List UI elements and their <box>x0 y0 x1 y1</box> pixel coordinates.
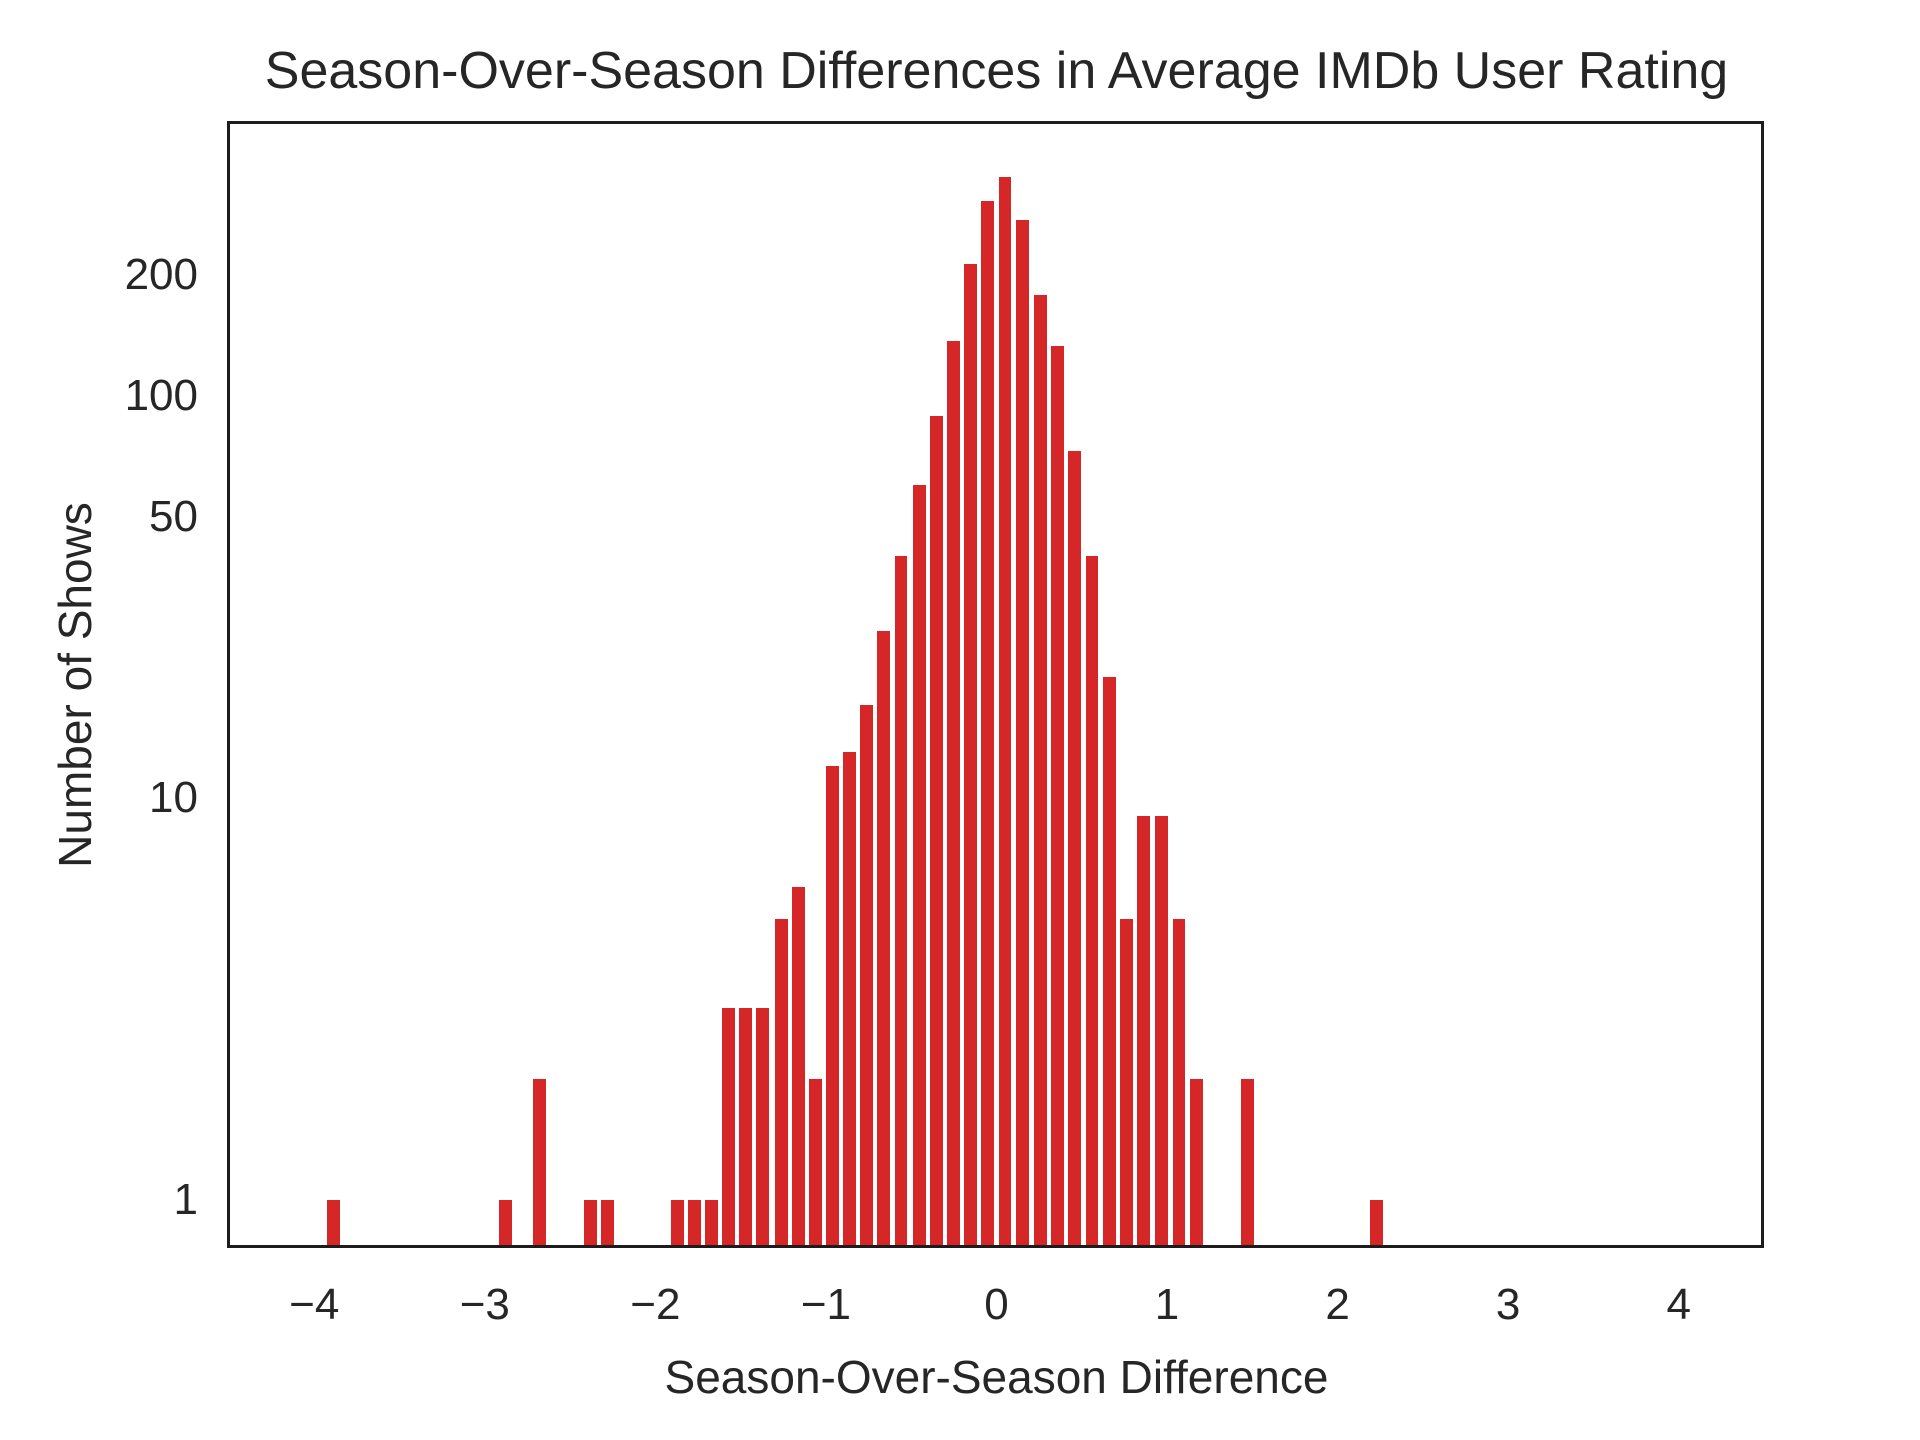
histogram-bar <box>756 1008 770 1245</box>
plot-area <box>227 121 1764 1248</box>
histogram-bar <box>1189 1079 1203 1245</box>
histogram-bar <box>688 1200 702 1245</box>
x-tick-label: −3 <box>459 1280 510 1329</box>
histogram-bar <box>981 201 995 1245</box>
histogram-bar <box>1136 816 1150 1245</box>
histogram-bar <box>1102 677 1116 1245</box>
x-tick-label: 4 <box>1666 1280 1691 1329</box>
histogram-bar <box>998 177 1012 1245</box>
histogram-bar <box>1172 919 1186 1245</box>
x-tick-label: 1 <box>1154 1280 1180 1329</box>
y-tick-label: 1 <box>173 1175 198 1225</box>
x-tick-label: −1 <box>800 1280 852 1329</box>
y-tick-label: 100 <box>124 371 198 421</box>
histogram-bar <box>498 1200 512 1245</box>
histogram-bar <box>1155 816 1169 1245</box>
histogram-bar <box>1015 219 1029 1245</box>
histogram-bar <box>826 766 840 1245</box>
histogram-bar <box>671 1200 685 1245</box>
chart-title: Season-Over-Season Differences in Averag… <box>264 42 1729 100</box>
histogram-bar <box>930 416 944 1245</box>
x-tick-label: −2 <box>630 1280 681 1329</box>
histogram-bar <box>775 919 789 1245</box>
x-tick-label: 2 <box>1325 1280 1350 1329</box>
histogram-bar <box>809 1079 823 1245</box>
x-tick-label: 3 <box>1495 1280 1521 1329</box>
histogram-bar <box>894 556 908 1245</box>
histogram-bar <box>705 1200 719 1245</box>
histogram-bar <box>947 341 961 1245</box>
histogram-bar <box>860 705 874 1245</box>
histogram-bar <box>1240 1079 1254 1245</box>
histogram-bar <box>1034 295 1048 1245</box>
histogram-bar <box>601 1200 615 1245</box>
histogram-bar <box>722 1008 736 1245</box>
histogram-bar <box>843 752 857 1245</box>
x-tick-label: 0 <box>984 1280 1009 1329</box>
histogram-bar <box>1085 556 1099 1245</box>
histogram-bar <box>913 485 927 1245</box>
histogram-bar <box>532 1079 546 1245</box>
histogram-bar <box>584 1200 598 1245</box>
histogram-bar <box>1119 919 1133 1245</box>
histogram-bar <box>326 1200 340 1245</box>
histogram-bar <box>1370 1200 1384 1245</box>
y-tick-label: 200 <box>124 250 198 300</box>
histogram-bar <box>1051 346 1065 1245</box>
x-tick-label: −4 <box>289 1280 340 1329</box>
y-tick-label: 10 <box>149 773 198 823</box>
histogram-bar <box>1068 451 1082 1245</box>
x-axis-label: Season-Over-Season Difference <box>664 1351 1329 1403</box>
y-axis-label: Number of Shows <box>49 502 101 868</box>
histogram-bar <box>792 887 806 1245</box>
y-tick-label: 50 <box>149 492 198 542</box>
histogram-bar <box>964 264 978 1245</box>
histogram-bar <box>739 1008 753 1245</box>
histogram-bar <box>877 631 891 1245</box>
